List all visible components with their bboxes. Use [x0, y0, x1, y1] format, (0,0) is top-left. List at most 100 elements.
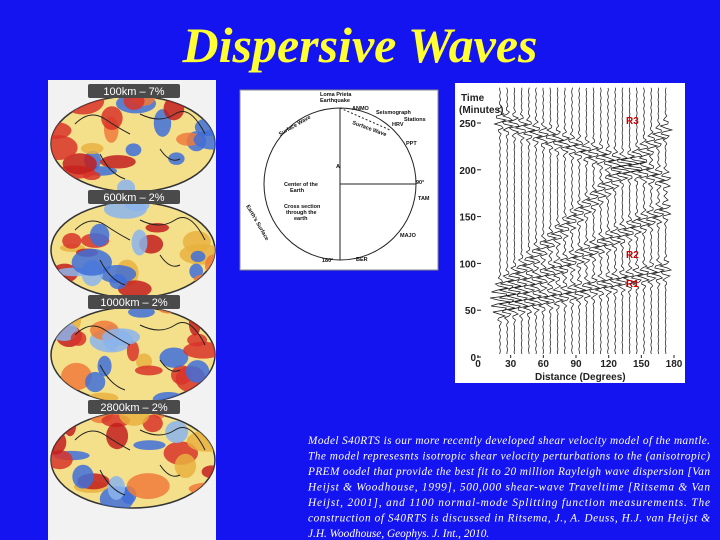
caption-line: construction of S40RTS is discussed in R… [308, 513, 710, 525]
label: through the [286, 210, 317, 216]
label: A [336, 164, 340, 170]
anomaly [145, 222, 170, 233]
anomaly [62, 153, 97, 175]
map-anomalies [51, 202, 215, 298]
trace [658, 87, 674, 355]
diagram-panel [239, 89, 439, 271]
x-axis-label: Distance (Degrees) [535, 372, 626, 383]
label: Earth [290, 188, 305, 194]
anomaly [165, 421, 189, 444]
y-tick-label: 50 [465, 306, 477, 317]
anomaly [168, 152, 185, 165]
map-label: 1000km – 2% [100, 297, 167, 309]
y-tick-label: 150 [459, 213, 476, 224]
anomaly [51, 122, 72, 139]
anomaly [101, 328, 141, 346]
x-tick-label: 180 [666, 359, 683, 370]
seismogram-panel [455, 83, 685, 383]
anomaly [61, 362, 92, 391]
x-tick-label: 120 [600, 359, 617, 370]
ray [339, 107, 391, 131]
anomaly [51, 450, 73, 470]
x-tick-label: 30 [505, 359, 517, 370]
map-label-bg [88, 84, 180, 98]
traces [490, 87, 674, 355]
anomaly [174, 453, 197, 478]
label: HRV [392, 122, 404, 128]
map-label: 100km – 7% [103, 86, 164, 98]
caption-line: Heijst & Woodhouse, 1999], 500,000 shear… [307, 482, 710, 494]
trace [528, 87, 544, 355]
x-tick-label: 150 [633, 359, 650, 370]
x-tick-label: 0 [475, 359, 481, 370]
coastline [74, 217, 206, 286]
trace [579, 87, 594, 355]
label: 90° [416, 180, 424, 186]
coastline [74, 322, 206, 391]
trace [564, 87, 580, 355]
anomaly [190, 250, 206, 263]
anomaly [106, 422, 129, 450]
trace [514, 87, 530, 355]
anomaly [97, 355, 112, 377]
trace [571, 87, 587, 355]
trace [557, 87, 573, 355]
anomaly [62, 232, 82, 249]
anomaly [80, 142, 104, 155]
caption-line: The model represesnts isotropic shear ve… [308, 451, 710, 463]
anomaly [117, 280, 152, 298]
anomaly [133, 440, 166, 451]
label: 180° [322, 258, 333, 264]
anomaly [125, 143, 142, 157]
label: BER [356, 257, 368, 263]
trace [611, 87, 632, 355]
trace [618, 87, 640, 355]
trace [628, 87, 646, 355]
anomaly [136, 353, 153, 370]
map-label-bg [88, 400, 180, 414]
trace [600, 87, 616, 355]
coastline [74, 427, 206, 496]
anomaly [131, 229, 148, 256]
anomaly [119, 412, 150, 426]
diagram [263, 107, 417, 261]
caption-line: Heijst, 2001], and 1100 normal-mode Spli… [307, 497, 710, 509]
anomaly [85, 371, 106, 393]
label: Stations [404, 117, 426, 123]
trace [593, 87, 609, 355]
label: Cross section [284, 204, 321, 210]
anomaly [83, 171, 101, 181]
trace [542, 87, 558, 355]
label: PPT [406, 141, 417, 147]
map-label-bg [88, 190, 180, 204]
y-axis-label: (Minutes) [459, 105, 503, 116]
trace [498, 87, 516, 355]
trace [490, 87, 511, 355]
label: Loma Prieta [320, 92, 352, 98]
anomaly [100, 155, 136, 169]
trace [636, 87, 652, 355]
x-tick-label: 90 [570, 359, 582, 370]
anomaly [187, 333, 208, 347]
trace [644, 87, 659, 355]
anomaly [134, 365, 163, 376]
label: Center of the [284, 182, 318, 188]
map-label: 600km – 2% [103, 192, 164, 204]
caption-line: Model S40RTS is our more recently develo… [307, 435, 710, 447]
caption-line: PREM oodel that provide the best fit to … [307, 466, 710, 478]
anomaly [193, 129, 215, 150]
anomaly [126, 473, 170, 499]
caption-line: J.H. Woodhouse, Geophys. J. Int., 2010. [308, 528, 489, 540]
trace [521, 87, 536, 355]
anomaly [51, 135, 78, 160]
x-tick-label: 60 [538, 359, 550, 370]
ticks: 0 50 100 150 200 250 0 30 60 90 120 150 180 [459, 119, 682, 370]
caption: Model S40RTS is our more recently develo… [307, 435, 710, 540]
phase-label: R3 [626, 116, 639, 127]
map: 600km – 2% [50, 190, 216, 299]
phase-label: R2 [626, 250, 639, 261]
trace [608, 87, 623, 355]
anomaly [70, 331, 87, 346]
